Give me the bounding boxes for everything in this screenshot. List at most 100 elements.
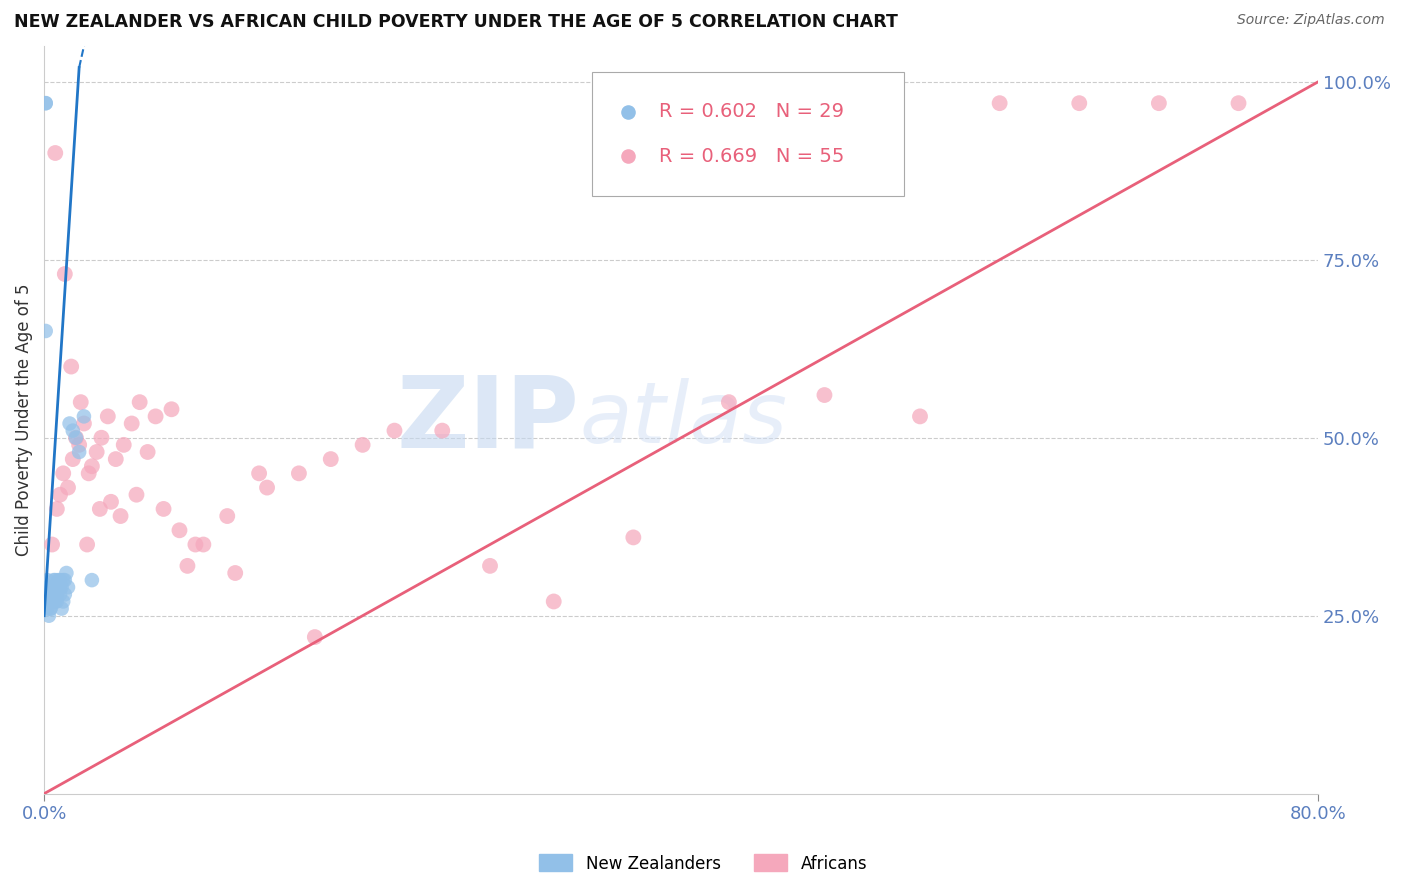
New Zealanders — [44, 594, 66, 608]
Africans — [247, 467, 270, 481]
Africans — [121, 417, 143, 431]
Africans — [169, 523, 191, 537]
New Zealanders — [51, 580, 73, 594]
New Zealanders — [48, 580, 70, 594]
Africans — [176, 558, 198, 573]
Africans — [89, 502, 111, 516]
New Zealanders — [37, 580, 59, 594]
New Zealanders — [42, 573, 65, 587]
Africans — [53, 267, 76, 281]
Africans — [384, 424, 406, 438]
New Zealanders — [37, 573, 59, 587]
Africans — [60, 359, 83, 374]
Africans — [41, 537, 63, 551]
Africans — [73, 417, 96, 431]
New Zealanders — [52, 594, 75, 608]
New Zealanders — [41, 580, 63, 594]
Africans — [621, 530, 644, 544]
New Zealanders — [55, 566, 77, 580]
Africans — [160, 402, 183, 417]
Africans — [90, 431, 112, 445]
Africans — [217, 509, 239, 524]
New Zealanders — [44, 580, 66, 594]
Africans — [112, 438, 135, 452]
Africans — [1069, 96, 1091, 111]
New Zealanders — [35, 587, 58, 601]
Africans — [100, 495, 122, 509]
New Zealanders — [38, 580, 60, 594]
Africans — [67, 438, 90, 452]
Africans — [352, 438, 374, 452]
Africans — [80, 459, 103, 474]
New Zealanders — [45, 594, 67, 608]
New Zealanders — [48, 573, 70, 587]
Africans — [145, 409, 167, 424]
Africans — [479, 558, 502, 573]
Legend: New Zealanders, Africans: New Zealanders, Africans — [533, 847, 873, 880]
Africans — [45, 502, 67, 516]
Africans — [136, 445, 159, 459]
Text: R = 0.669   N = 55: R = 0.669 N = 55 — [659, 146, 845, 166]
Africans — [110, 509, 132, 524]
Africans — [224, 566, 246, 580]
Africans — [288, 467, 311, 481]
Africans — [69, 395, 91, 409]
New Zealanders — [53, 573, 76, 587]
Africans — [193, 537, 215, 551]
Africans — [1227, 96, 1250, 111]
New Zealanders — [38, 608, 60, 623]
Africans — [125, 488, 148, 502]
Africans — [813, 388, 835, 402]
New Zealanders — [49, 587, 72, 601]
Africans — [77, 467, 100, 481]
New Zealanders — [62, 424, 84, 438]
New Zealanders — [80, 573, 103, 587]
New Zealanders — [35, 324, 58, 338]
Africans — [717, 395, 740, 409]
New Zealanders — [45, 587, 67, 601]
Africans — [1147, 96, 1170, 111]
Point — [762, 179, 785, 194]
New Zealanders — [35, 96, 58, 111]
New Zealanders — [42, 587, 65, 601]
New Zealanders — [39, 601, 62, 615]
New Zealanders — [49, 580, 72, 594]
Africans — [128, 395, 150, 409]
Africans — [908, 409, 931, 424]
Africans — [184, 537, 207, 551]
New Zealanders — [42, 587, 65, 601]
Africans — [104, 452, 127, 467]
Africans — [319, 452, 342, 467]
Text: atlas: atlas — [579, 378, 787, 461]
Africans — [76, 537, 98, 551]
Africans — [52, 467, 75, 481]
New Zealanders — [56, 580, 79, 594]
New Zealanders — [39, 587, 62, 601]
New Zealanders — [41, 587, 63, 601]
FancyBboxPatch shape — [592, 72, 904, 195]
Africans — [44, 146, 66, 161]
New Zealanders — [73, 409, 96, 424]
New Zealanders — [42, 594, 65, 608]
New Zealanders — [39, 601, 62, 615]
Text: ZIP: ZIP — [396, 371, 579, 468]
New Zealanders — [37, 601, 59, 615]
New Zealanders — [49, 573, 72, 587]
New Zealanders — [39, 594, 62, 608]
Y-axis label: Child Poverty Under the Age of 5: Child Poverty Under the Age of 5 — [15, 284, 32, 557]
Africans — [543, 594, 565, 608]
New Zealanders — [41, 587, 63, 601]
New Zealanders — [65, 431, 87, 445]
Africans — [304, 630, 326, 644]
New Zealanders — [53, 587, 76, 601]
Text: R = 0.602   N = 29: R = 0.602 N = 29 — [659, 103, 845, 121]
Africans — [152, 502, 174, 516]
Africans — [432, 424, 454, 438]
Africans — [49, 488, 72, 502]
Text: NEW ZEALANDER VS AFRICAN CHILD POVERTY UNDER THE AGE OF 5 CORRELATION CHART: NEW ZEALANDER VS AFRICAN CHILD POVERTY U… — [14, 13, 898, 31]
New Zealanders — [38, 594, 60, 608]
Africans — [988, 96, 1011, 111]
Africans — [62, 452, 84, 467]
Africans — [256, 481, 278, 495]
New Zealanders — [35, 96, 58, 111]
